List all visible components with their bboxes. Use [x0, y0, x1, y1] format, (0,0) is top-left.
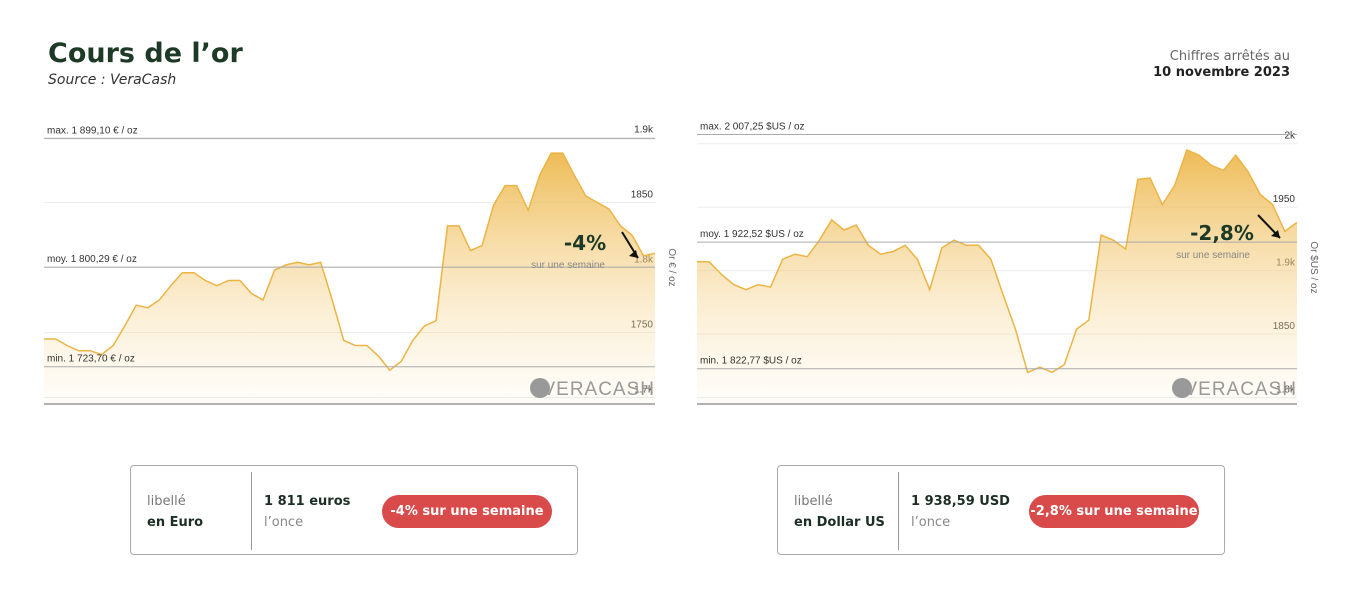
y-tick-label: 1950 [1273, 194, 1296, 205]
card-label: libellé [794, 494, 833, 509]
y-tick-label: 1850 [631, 190, 654, 201]
card-change: -2,8% sur une semaine [1029, 495, 1199, 528]
card-change: -4% sur une semaine [382, 495, 552, 528]
watermark: VERACASH [1184, 379, 1297, 400]
card-price: 1 811 euros [264, 494, 351, 509]
annotation: -2,8% [1190, 221, 1254, 245]
line [44, 152, 656, 372]
logo [1172, 378, 1192, 398]
y-tick-label: 1.9k [634, 125, 654, 136]
reference-label: moy. 1 922,52 $US / oz [700, 229, 804, 240]
card-label: libellé [147, 494, 186, 509]
card-price: 1 938,59 USD [911, 494, 1010, 509]
reference-label: max. 2 007,25 $US / oz [700, 121, 805, 132]
y-axis-label: Or € / oz [666, 248, 677, 286]
source: Source : VeraCash [48, 72, 176, 88]
divider [251, 472, 252, 550]
title: Cours de l’or [48, 38, 243, 69]
line [697, 148, 1298, 374]
arrow-head [629, 250, 638, 258]
reference-label: min. 1 822,77 $US / oz [700, 356, 802, 367]
reference-label: min. 1 723,70 € / oz [47, 354, 135, 365]
charts: Cours de l’or Source : VeraCash Chiffres… [44, 38, 1319, 405]
reference-label: max. 1 899,10 € / oz [47, 126, 138, 137]
card: libellé en Euro 1 811 euros l’once -4% s… [130, 465, 578, 555]
date-label: Chiffres arrêtés au [1170, 49, 1290, 64]
area [44, 153, 655, 404]
y-axis-label: Or $US / oz [1308, 241, 1319, 293]
divider [898, 472, 899, 550]
annotation: -4% [564, 231, 606, 255]
annotation-sub: sur une semaine [531, 260, 605, 271]
y-tick-label: 2k [1284, 131, 1296, 142]
reference-label: moy. 1 800,29 € / oz [47, 254, 137, 265]
arrow-head [1271, 230, 1280, 238]
date: 10 novembre 2023 [1153, 65, 1290, 80]
logo [530, 378, 550, 398]
watermark: VERACASH [542, 379, 655, 400]
card-unit: en Dollar US [794, 515, 885, 530]
card-per: l’once [911, 515, 951, 530]
annotation-sub: sur une semaine [1176, 250, 1250, 261]
card-per: l’once [264, 515, 304, 530]
card: libellé en Dollar US 1 938,59 USD l’once… [777, 465, 1225, 555]
card-unit: en Euro [147, 515, 204, 530]
